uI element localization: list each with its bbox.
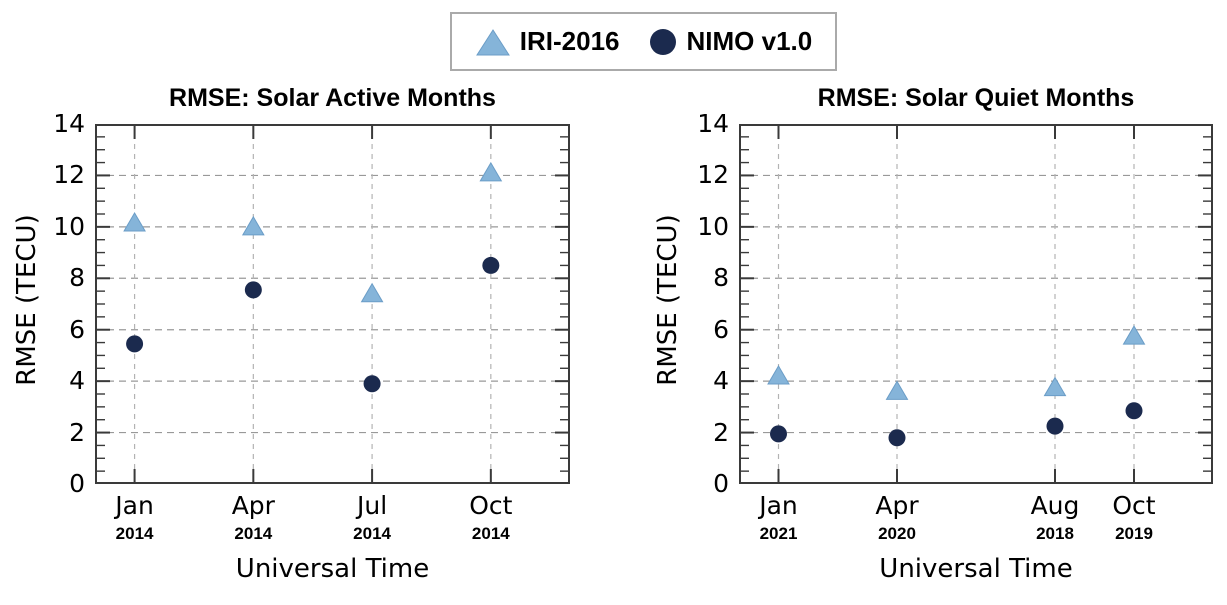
legend-label-nimo: NIMO v1.0 [686, 26, 813, 56]
y-tick-label: 4 [713, 366, 729, 396]
y-tick-label: 0 [69, 469, 85, 498]
data-point-triangle [479, 161, 503, 182]
data-point-triangle [360, 282, 384, 303]
y-tick-label: 2 [713, 417, 729, 447]
data-point-triangle [1122, 325, 1146, 345]
x-tick-month-label: Jul [356, 491, 388, 520]
data-point-circle [1125, 402, 1143, 420]
plot-area [95, 124, 570, 484]
y-tick-label: 8 [713, 263, 729, 293]
x-tick-year-label: 2018 [1036, 524, 1074, 543]
chart-title: RMSE: Solar Active Months [169, 84, 496, 112]
legend-item-iri2016: IRI-2016 [475, 26, 620, 57]
data-point-circle [482, 256, 500, 274]
y-tick-label: 12 [697, 160, 729, 190]
data-point-circle [126, 335, 144, 353]
nimo-circle-icon [649, 28, 676, 55]
data-point-circle [363, 375, 381, 393]
data-point-triangle [241, 215, 265, 236]
x-axis-label: Universal Time [879, 554, 1073, 584]
iri-triangle-icon [475, 28, 510, 55]
data-point-circle [244, 281, 262, 299]
x-tick-month-label: Aug [1030, 491, 1080, 520]
x-tick-month-label: Apr [875, 491, 919, 520]
chart-title: RMSE: Solar Quiet Months [817, 84, 1135, 112]
x-tick-year-label: 2020 [878, 524, 916, 543]
plot-border [95, 124, 570, 484]
y-axis-label: RMSE (TECU) [653, 214, 683, 386]
data-point-circle [770, 425, 787, 443]
y-tick-label: 12 [53, 160, 85, 190]
y-tick-label: 8 [69, 263, 85, 293]
y-axis-label: RMSE (TECU) [12, 214, 42, 386]
y-tick-label: 0 [713, 469, 729, 498]
data-point-circle [888, 429, 906, 447]
y-tick-label: 14 [53, 109, 85, 138]
x-tick-month-label: Jan [115, 491, 154, 520]
x-tick-month-label: Jan [759, 491, 798, 520]
data-point-triangle [767, 365, 790, 385]
y-tick-label: 2 [69, 417, 85, 447]
x-tick-year-label: 2014 [471, 524, 510, 543]
x-tick-month-label: Oct [469, 491, 513, 520]
x-tick-year-label: 2021 [759, 524, 798, 543]
x-tick-year-label: 2014 [234, 524, 273, 543]
x-tick-year-label: 2014 [115, 524, 154, 543]
y-tick-label: 6 [69, 314, 85, 344]
x-tick-year-label: 2014 [353, 524, 391, 543]
y-tick-label: 10 [697, 211, 729, 241]
data-point-circle [1046, 417, 1064, 435]
data-point-triangle [885, 380, 909, 400]
x-tick-year-label: 2019 [1115, 524, 1153, 543]
x-tick-month-label: Oct [1112, 491, 1156, 520]
y-tick-label: 14 [697, 109, 729, 138]
y-tick-label: 6 [713, 314, 729, 344]
data-point-triangle [1043, 376, 1067, 397]
plot-border [739, 124, 1213, 484]
legend: IRI-2016 NIMO v1.0 [450, 12, 837, 71]
y-tick-label: 10 [53, 211, 85, 241]
legend-item-nimo: NIMO v1.0 [648, 26, 813, 57]
x-axis-label: Universal Time [235, 554, 430, 584]
data-point-triangle [123, 212, 146, 232]
plot-area [739, 124, 1213, 484]
x-tick-month-label: Apr [231, 491, 275, 520]
legend-label-iri2016: IRI-2016 [519, 26, 620, 56]
y-tick-label: 4 [69, 366, 85, 396]
